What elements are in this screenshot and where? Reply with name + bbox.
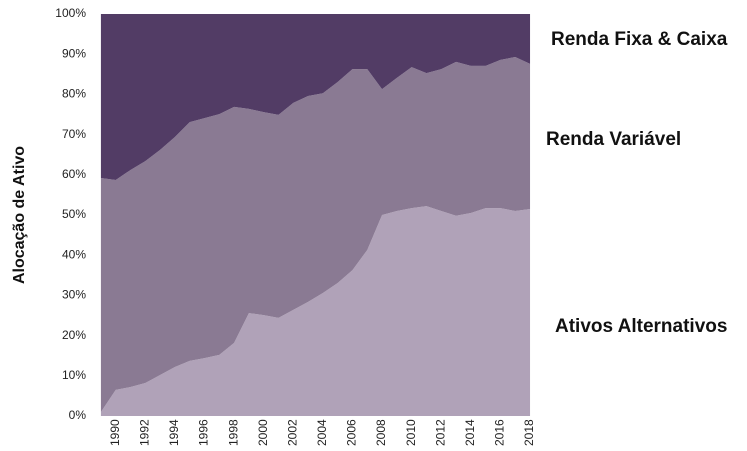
series-label: Ativos Alternativos xyxy=(555,316,727,337)
x-tick-label: 2010 xyxy=(404,419,418,446)
series-label: Renda Variável xyxy=(546,129,681,150)
y-tick-label: 80% xyxy=(62,87,86,101)
x-tick-label: 1996 xyxy=(197,419,211,446)
x-tick-label: 2000 xyxy=(256,419,270,446)
x-tick-label: 2006 xyxy=(345,419,359,446)
y-axis-label: Alocação de Ativo xyxy=(11,146,28,284)
y-tick-label: 30% xyxy=(62,288,86,302)
series-label: Renda Fixa & Caixa xyxy=(551,29,728,50)
y-tick-label: 20% xyxy=(62,328,86,342)
y-tick-label: 100% xyxy=(55,6,86,20)
x-tick-label: 1990 xyxy=(108,419,122,446)
y-tick-label: 0% xyxy=(69,408,87,422)
x-tick-label: 1992 xyxy=(137,419,151,446)
x-tick-label: 2016 xyxy=(493,419,507,446)
x-tick-label: 2008 xyxy=(374,419,388,446)
y-tick-label: 50% xyxy=(62,207,86,221)
x-tick-label: 1998 xyxy=(226,419,240,446)
y-tick-label: 70% xyxy=(62,127,86,141)
x-tick-label: 2014 xyxy=(463,419,477,446)
y-tick-label: 10% xyxy=(62,368,86,382)
area xyxy=(100,206,531,416)
y-tick-label: 90% xyxy=(62,46,86,60)
x-tick-label: 1994 xyxy=(167,419,181,446)
area xyxy=(100,14,531,181)
x-tick-label: 2002 xyxy=(285,419,299,446)
x-tick-label: 2004 xyxy=(315,419,329,446)
area xyxy=(100,57,531,412)
y-tick-label: 40% xyxy=(62,247,86,261)
x-tick-label: 2018 xyxy=(522,419,536,446)
y-tick-label: 60% xyxy=(62,167,86,181)
x-tick-label: 2012 xyxy=(433,419,447,446)
